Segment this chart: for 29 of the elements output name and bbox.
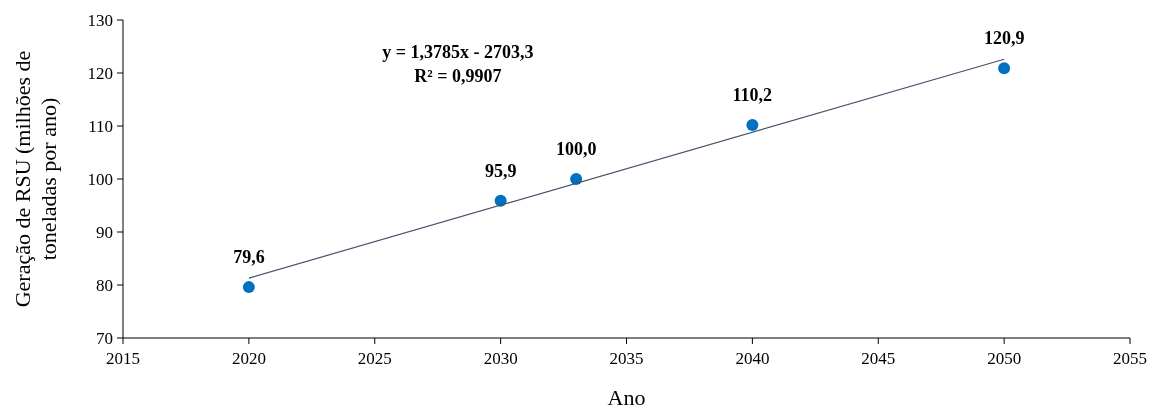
y-tick-label: 80 bbox=[96, 275, 113, 295]
data-label: 100,0 bbox=[555, 139, 597, 159]
x-tick-label: 2025 bbox=[357, 349, 392, 368]
y-tick-label: 100 bbox=[87, 169, 113, 189]
y-tick-label: 110 bbox=[88, 116, 113, 136]
y-tick-label: 90 bbox=[96, 222, 113, 242]
annotation: y = 1,3785x - 2703,3 bbox=[382, 42, 534, 62]
data-label: 95,9 bbox=[484, 160, 517, 181]
x-axis-title: Ano bbox=[607, 385, 646, 409]
y-tick-label: 120 bbox=[87, 63, 113, 83]
y-axis-title: Geração de RSU (milhões de toneladas por ano) bbox=[10, 50, 61, 308]
data-label: 110,2 bbox=[732, 84, 773, 105]
point bbox=[746, 118, 759, 131]
x-tick-label: 2045 bbox=[861, 349, 896, 368]
data-label: 120,9 bbox=[983, 28, 1025, 49]
data-label: 79,6 bbox=[233, 247, 265, 268]
y-tick-label: 130 bbox=[87, 10, 113, 30]
y-tick-label: 70 bbox=[96, 328, 113, 348]
annotation: R² = 0,9907 bbox=[414, 66, 502, 86]
point bbox=[998, 62, 1011, 75]
x-tick-label: 2035 bbox=[609, 349, 644, 368]
x-tick-label: 2055 bbox=[1113, 349, 1147, 368]
x-tick-label: 2015 bbox=[106, 349, 140, 368]
point bbox=[570, 173, 583, 185]
x-tick-label: 2040 bbox=[735, 349, 770, 368]
x-tick-label: 2050 bbox=[987, 349, 1022, 368]
point bbox=[242, 281, 255, 294]
x-tick-label: 2030 bbox=[483, 349, 518, 368]
x-tick-label: 2020 bbox=[231, 349, 266, 368]
